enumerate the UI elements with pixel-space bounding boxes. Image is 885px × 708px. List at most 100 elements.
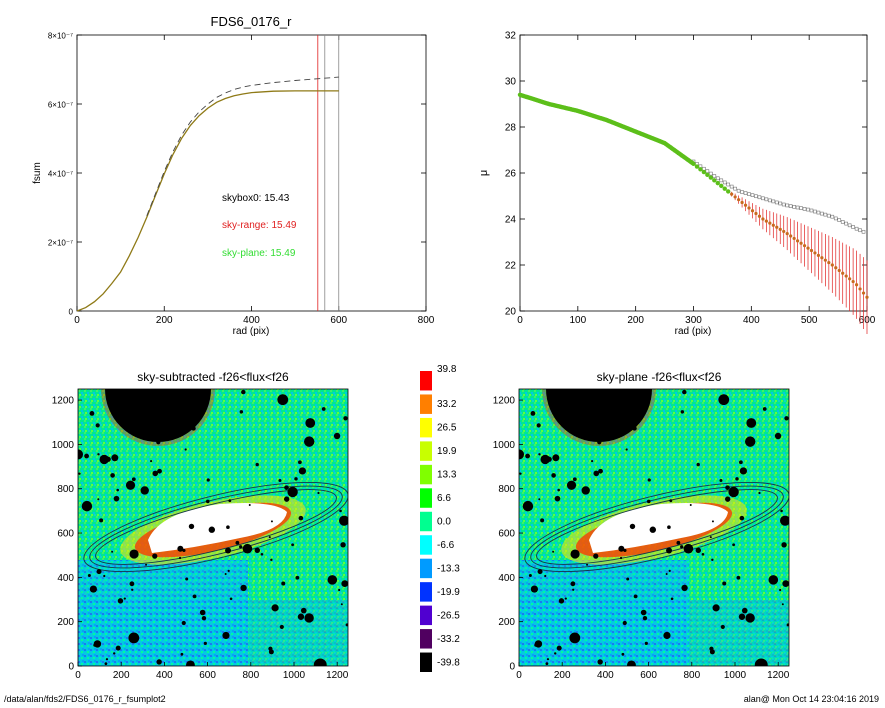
profile-outlier-point: [740, 190, 744, 194]
masked-source: [150, 459, 153, 463]
profile-outlier-point: [729, 184, 734, 189]
profile-outlier-point: [750, 193, 755, 197]
profile-outlier-point: [799, 206, 803, 210]
masked-source: [206, 478, 210, 482]
profile-outlier-point: [837, 218, 842, 222]
masked-source: [300, 607, 307, 614]
profile-outlier-point: [747, 192, 751, 196]
masked-source: [191, 426, 196, 431]
profile-x-tick-label: 400: [743, 315, 760, 326]
colorbar-swatch: [420, 511, 432, 532]
masked-source: [598, 468, 603, 474]
masked-source: [125, 480, 136, 490]
masked-source: [525, 453, 530, 459]
masked-source: [545, 662, 549, 666]
map-left-frame: [77, 388, 349, 667]
masked-source: [113, 495, 120, 502]
profile-point: [698, 167, 703, 172]
profile-outlier-point: [840, 220, 845, 224]
masked-source: [182, 548, 186, 553]
masked-source: [552, 454, 560, 462]
profile-outlier-point: [847, 223, 852, 228]
masked-source: [554, 495, 561, 502]
masked-source: [540, 454, 550, 465]
profile-point: [809, 248, 814, 253]
profile-outlier-point: [858, 228, 862, 233]
masked-source: [131, 477, 136, 482]
masked-source: [156, 440, 161, 445]
map-left-y-tick-label: 0: [68, 662, 74, 673]
masked-source: [640, 406, 644, 409]
masked-source: [279, 624, 284, 630]
masked-source: [557, 488, 560, 492]
masked-source: [225, 547, 232, 554]
masked-source: [227, 569, 230, 572]
masked-source: [284, 485, 289, 490]
masked-source: [255, 462, 259, 467]
profile-point: [820, 256, 824, 260]
map-right-y-tick-label: 1200: [493, 396, 516, 407]
masked-source: [186, 660, 195, 666]
masked-source: [287, 486, 298, 498]
masked-source: [338, 588, 341, 592]
profile-outlier-point: [861, 229, 866, 234]
profile-y-axis-label: μ: [478, 170, 490, 176]
masked-source: [93, 643, 97, 647]
masked-source: [593, 470, 600, 477]
profile-point: [830, 263, 834, 267]
profile-point: [778, 227, 782, 231]
masked-source: [572, 477, 577, 482]
masked-source: [297, 460, 302, 465]
colorbar-swatch: [420, 629, 432, 649]
masked-source: [305, 418, 316, 428]
colorbar-label: 33.2: [437, 399, 457, 410]
colorbar-label: -6.6: [437, 540, 455, 551]
masked-source: [786, 623, 789, 627]
masked-source: [720, 624, 725, 630]
masked-source: [184, 448, 187, 451]
masked-source: [669, 499, 673, 503]
profile-x-tick-label: 500: [801, 315, 818, 326]
masked-source: [278, 479, 282, 483]
masked-source: [647, 478, 651, 482]
profile-point: [865, 295, 869, 299]
masked-source: [746, 418, 757, 428]
masked-source: [538, 453, 541, 456]
masked-source: [283, 496, 290, 502]
map-right-x-tick-label: 600: [640, 670, 657, 681]
profile-point: [775, 225, 779, 229]
profile-point: [726, 189, 731, 194]
masked-source: [779, 588, 782, 592]
profile-x-tick-label: 200: [627, 315, 644, 326]
masked-source: [199, 609, 206, 616]
masked-source: [741, 607, 748, 614]
masked-source: [152, 553, 158, 559]
sky-subtracted-map-panel: sky-subtracted -f26<flux<f26 0 200 400 600 8…: [52, 370, 349, 681]
masked-source: [522, 500, 534, 512]
curve-x-tick-label: 800: [418, 315, 435, 326]
masked-source: [581, 399, 594, 412]
masked-source: [110, 473, 115, 478]
masked-source: [642, 615, 648, 621]
masked-source: [680, 410, 685, 414]
footer-user-timestamp: alan@ Mon Oct 14 23:04:16 2019: [743, 694, 879, 704]
masked-source: [552, 550, 555, 553]
masked-source: [554, 652, 557, 655]
profile-point: [813, 251, 817, 255]
masked-source: [222, 631, 230, 640]
masked-source: [116, 488, 119, 492]
masked-source: [597, 659, 603, 665]
profile-outlier-point: [854, 226, 859, 231]
masked-source: [294, 477, 298, 481]
masked-source: [340, 542, 346, 548]
masked-source: [340, 603, 343, 606]
masked-source: [270, 520, 273, 523]
masked-source: [722, 581, 727, 586]
masked-source: [84, 453, 89, 459]
masked-source: [633, 594, 638, 599]
map-left-x-tick-label: 600: [199, 670, 216, 681]
masked-source: [254, 547, 260, 554]
profile-outlier-point: [809, 208, 814, 213]
masked-source: [248, 504, 251, 507]
masked-source: [268, 646, 273, 651]
